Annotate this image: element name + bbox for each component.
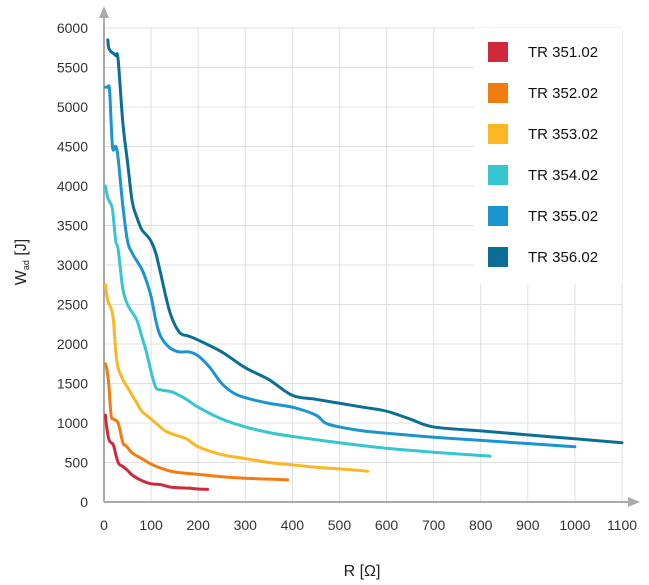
series-line-2 <box>103 362 290 482</box>
y-tick-label: 1000 <box>57 415 88 431</box>
y-tick-label: 5000 <box>57 99 88 115</box>
legend-label-3: TR 353.02 <box>528 126 598 143</box>
legend-swatch-2 <box>488 83 508 103</box>
y-axis-title-main: W <box>13 269 30 285</box>
y-tick-label: 1500 <box>57 376 88 392</box>
x-tick-label: 700 <box>422 517 446 533</box>
y-axis-title-sub: ad <box>21 260 31 270</box>
series-line-1 <box>103 413 210 491</box>
x-axis-arrow <box>628 497 640 507</box>
y-tick-label: 6000 <box>57 20 88 36</box>
y-tick-label: 5500 <box>57 60 88 76</box>
legend-swatch-1 <box>488 42 508 62</box>
x-tick-label: 1000 <box>559 517 590 533</box>
y-tick-label: 3500 <box>57 218 88 234</box>
x-tick-label: 300 <box>234 517 258 533</box>
legend-box <box>474 28 622 284</box>
legend-label-5: TR 355.02 <box>528 208 598 225</box>
legend-label-4: TR 354.02 <box>528 167 598 184</box>
legend-label-6: TR 356.02 <box>528 249 598 266</box>
gridlines <box>104 27 623 502</box>
legend-label-2: TR 352.02 <box>528 85 598 102</box>
x-tick-label: 200 <box>187 517 211 533</box>
x-tick-label: 100 <box>139 517 163 533</box>
y-tick-label: 500 <box>65 455 89 471</box>
legend-swatch-4 <box>488 165 508 185</box>
x-tick-label: 900 <box>516 517 540 533</box>
legend-swatch-6 <box>488 247 508 267</box>
tick-labels: 0500100015002000250030003500400045005000… <box>57 20 637 533</box>
x-axis-title: R [Ω] <box>344 563 381 580</box>
axes <box>99 6 640 507</box>
y-tick-label: 2500 <box>57 297 88 313</box>
y-tick-label: 4000 <box>57 178 88 194</box>
series-line-4 <box>103 184 492 458</box>
legend-label-1: TR 351.02 <box>528 44 598 61</box>
x-tick-label: 800 <box>469 517 493 533</box>
y-tick-label: 4500 <box>57 139 88 155</box>
y-tick-label: 0 <box>80 494 88 510</box>
x-tick-label: 600 <box>375 517 399 533</box>
legend-swatch-5 <box>488 206 508 226</box>
legend-swatch-3 <box>488 124 508 144</box>
series-line-3 <box>103 283 370 473</box>
x-tick-label: 400 <box>281 517 305 533</box>
series-line-5 <box>103 84 577 449</box>
y-tick-label: 3000 <box>57 257 88 273</box>
series-lines <box>103 38 624 491</box>
legend: TR 351.02 TR 352.02 TR 353.02 TR 354.02 TR 3… <box>474 28 622 284</box>
y-axis-arrow <box>99 6 109 18</box>
x-tick-label: 0 <box>100 517 108 533</box>
y-tick-label: 2000 <box>57 336 88 352</box>
x-tick-label: 1100 <box>607 517 637 533</box>
y-axis-title: Wad [J] <box>13 239 31 285</box>
y-axis-title-unit: [J] <box>13 239 30 260</box>
series-line-6 <box>106 38 624 445</box>
x-tick-label: 500 <box>328 517 352 533</box>
